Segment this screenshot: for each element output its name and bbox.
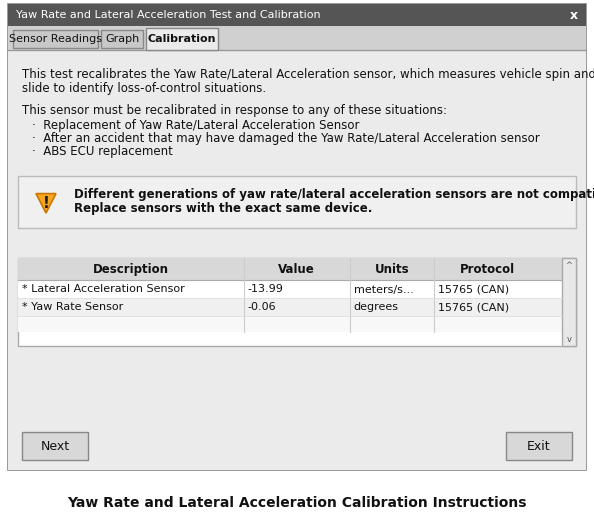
FancyBboxPatch shape	[101, 30, 143, 48]
Text: -0.06: -0.06	[248, 303, 276, 312]
Text: Yaw Rate and Lateral Acceleration Calibration Instructions: Yaw Rate and Lateral Acceleration Calibr…	[67, 496, 527, 510]
Text: Protocol: Protocol	[460, 263, 515, 276]
Text: * Yaw Rate Sensor: * Yaw Rate Sensor	[22, 303, 123, 312]
Text: meters/s...: meters/s...	[354, 285, 413, 294]
Text: ·  ABS ECU replacement: · ABS ECU replacement	[32, 145, 173, 158]
FancyBboxPatch shape	[18, 258, 576, 346]
FancyBboxPatch shape	[18, 176, 576, 228]
Text: Yaw Rate and Lateral Acceleration Test and Calibration: Yaw Rate and Lateral Acceleration Test a…	[16, 10, 321, 21]
Polygon shape	[36, 193, 56, 213]
Text: 15765 (CAN): 15765 (CAN)	[438, 303, 509, 312]
Text: Units: Units	[375, 263, 409, 276]
Text: Graph: Graph	[105, 34, 139, 45]
FancyBboxPatch shape	[18, 316, 562, 332]
Text: Next: Next	[40, 440, 69, 453]
Text: ·  After an accident that may have damaged the Yaw Rate/Lateral Acceleration sen: · After an accident that may have damage…	[32, 132, 540, 145]
Text: Exit: Exit	[527, 440, 551, 453]
Text: Different generations of yaw rate/lateral acceleration sensors are not compatibl: Different generations of yaw rate/latera…	[74, 188, 594, 201]
Text: * Lateral Acceleration Sensor: * Lateral Acceleration Sensor	[22, 285, 185, 294]
Text: x: x	[570, 9, 578, 22]
Text: This sensor must be recalibrated in response to any of these situations:: This sensor must be recalibrated in resp…	[22, 104, 447, 117]
FancyBboxPatch shape	[8, 50, 586, 470]
Text: Description: Description	[93, 263, 169, 276]
Text: degrees: degrees	[354, 303, 399, 312]
FancyBboxPatch shape	[146, 28, 218, 50]
FancyBboxPatch shape	[562, 258, 576, 346]
FancyBboxPatch shape	[18, 298, 562, 316]
FancyBboxPatch shape	[18, 258, 562, 280]
Text: Value: Value	[279, 263, 315, 276]
FancyBboxPatch shape	[8, 4, 586, 470]
FancyBboxPatch shape	[22, 432, 88, 460]
Text: -13.99: -13.99	[248, 285, 284, 294]
Text: v: v	[567, 334, 571, 344]
Text: Calibration: Calibration	[148, 34, 216, 45]
Text: ^: ^	[565, 261, 573, 269]
FancyBboxPatch shape	[8, 26, 586, 50]
Text: !: !	[43, 195, 49, 210]
Text: slide to identify loss-of-control situations.: slide to identify loss-of-control situat…	[22, 82, 266, 95]
Text: Sensor Readings: Sensor Readings	[9, 34, 102, 45]
Text: This test recalibrates the Yaw Rate/Lateral Acceleration sensor, which measures : This test recalibrates the Yaw Rate/Late…	[22, 68, 594, 81]
FancyBboxPatch shape	[506, 432, 572, 460]
FancyBboxPatch shape	[18, 280, 562, 298]
Text: ·  Replacement of Yaw Rate/Lateral Acceleration Sensor: · Replacement of Yaw Rate/Lateral Accele…	[32, 119, 359, 132]
FancyBboxPatch shape	[8, 4, 586, 26]
Text: Replace sensors with the exact same device.: Replace sensors with the exact same devi…	[74, 202, 372, 215]
FancyBboxPatch shape	[13, 30, 98, 48]
Text: 15765 (CAN): 15765 (CAN)	[438, 285, 509, 294]
